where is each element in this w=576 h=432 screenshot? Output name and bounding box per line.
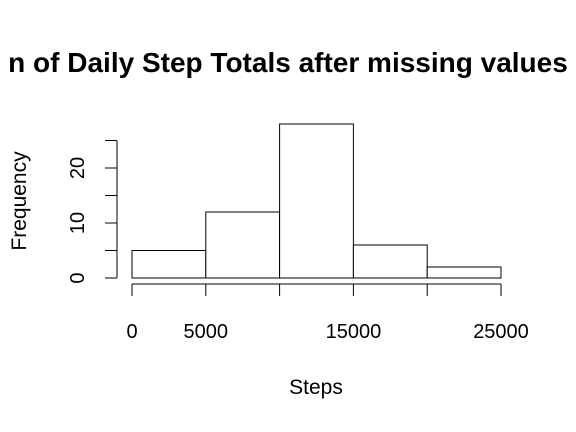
chart-title: n of Daily Step Totals after missing val… [8,47,568,78]
y-tick-label-2: 20 [67,157,89,179]
x-tick-label-0: 0 [126,321,137,343]
histogram-bar-4 [352,244,428,279]
y-axis-label: Frequency [8,151,31,251]
histogram-bars [131,123,502,279]
histogram-bar-3 [279,123,354,279]
y-axis: 0 10 20 [67,140,118,284]
y-tick-label-0: 0 [67,272,89,283]
x-tick-label-1: 5000 [184,321,229,343]
x-axis-label: Steps [289,376,343,399]
histogram-bar-5 [426,266,502,279]
x-tick-label-5: 25000 [473,321,529,343]
histogram-bar-2 [205,211,281,279]
x-tick-label-3: 15000 [326,321,382,343]
histogram-bar-1 [131,250,207,279]
x-axis: 0 5000 15000 25000 [126,283,529,343]
y-tick-label-1: 10 [67,212,89,234]
